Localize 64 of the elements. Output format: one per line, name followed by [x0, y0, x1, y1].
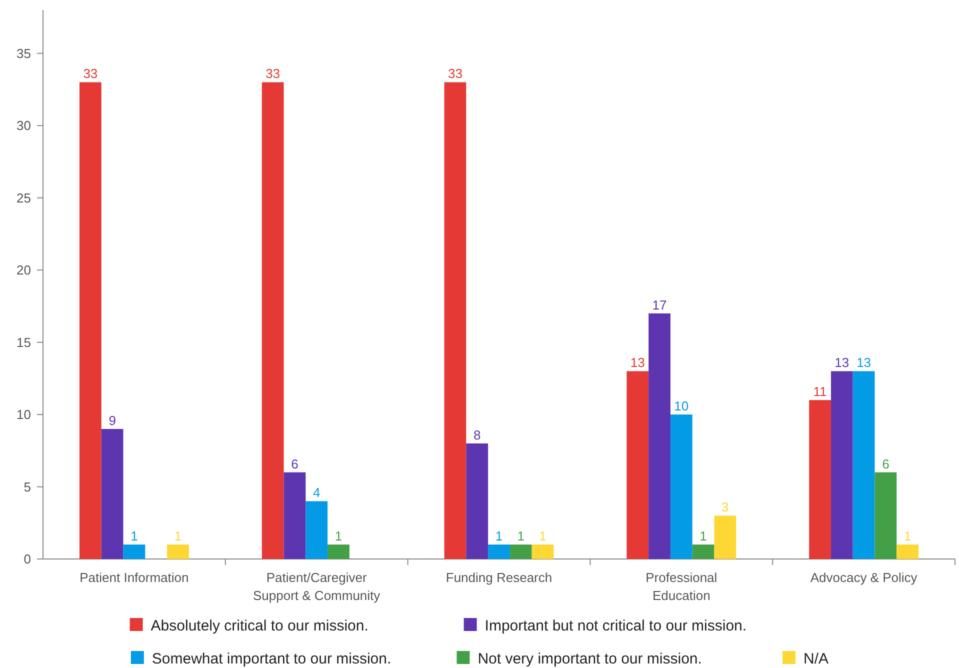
data-label: 9 — [108, 412, 116, 428]
bar — [444, 82, 466, 559]
y-tick-label: 30 — [16, 118, 31, 134]
legend-label: Absolutely critical to our mission. — [150, 617, 368, 634]
data-label: 1 — [904, 528, 912, 544]
bar — [466, 443, 488, 559]
y-tick-label: 0 — [24, 552, 31, 567]
data-label: 11 — [813, 384, 827, 400]
data-label: 13 — [856, 355, 872, 370]
data-label: 3 — [722, 500, 729, 515]
x-tick-label: Patient Information — [80, 570, 189, 585]
data-label: 17 — [652, 297, 667, 312]
y-tick-label: 20 — [16, 262, 31, 278]
y-tick-label: 10 — [16, 407, 31, 422]
y-tick-label: 25 — [16, 190, 31, 206]
bar — [167, 544, 189, 559]
data-label: 13 — [834, 355, 850, 370]
bar — [714, 516, 736, 559]
data-label: 4 — [312, 485, 320, 500]
data-label: 33 — [448, 66, 462, 82]
x-tick-label: Advocacy & Policy — [810, 570, 918, 585]
data-label: 10 — [674, 398, 689, 414]
bar — [830, 371, 853, 559]
bar — [284, 472, 306, 559]
bar — [123, 544, 146, 559]
bar — [626, 371, 649, 559]
bar — [532, 544, 554, 559]
data-label: 1 — [130, 528, 138, 544]
y-tick-label: 35 — [16, 46, 31, 61]
y-tick-label: 5 — [24, 479, 31, 494]
bar — [101, 428, 124, 559]
legend-label: N/A — [804, 650, 829, 668]
bar — [852, 371, 875, 559]
bar — [79, 82, 102, 559]
bar — [692, 544, 714, 559]
x-tick-label: Patient/Caregiver Support & Community — [253, 570, 381, 603]
data-label: 1 — [495, 528, 503, 544]
legend-label: Somewhat important to our mission. — [152, 650, 392, 668]
data-label: 1 — [334, 528, 342, 544]
bar — [809, 400, 831, 559]
x-tick-label: Professional Education — [646, 570, 718, 603]
data-label: 33 — [83, 66, 98, 82]
y-tick-label: 15 — [16, 334, 31, 350]
bar — [896, 544, 919, 559]
bar — [328, 544, 350, 559]
data-label: 13 — [630, 355, 645, 370]
data-label: 1 — [517, 528, 525, 544]
bar — [874, 472, 897, 559]
data-label: 8 — [473, 427, 481, 442]
data-label: 1 — [539, 528, 546, 544]
bar — [306, 501, 328, 559]
data-label: 1 — [700, 528, 707, 544]
data-label: 1 — [174, 528, 182, 544]
legend-label: Not very important to our mission. — [478, 650, 702, 668]
legend-label: Important but not critical to our mission. — [484, 617, 747, 634]
data-label: 33 — [266, 66, 280, 82]
bar — [488, 544, 510, 559]
data-label: 6 — [882, 456, 890, 472]
bar — [510, 544, 532, 559]
bar — [670, 414, 692, 559]
bar — [648, 313, 670, 559]
x-tick-label: Funding Research — [446, 570, 552, 585]
bar — [262, 82, 284, 559]
data-label: 6 — [291, 456, 298, 472]
